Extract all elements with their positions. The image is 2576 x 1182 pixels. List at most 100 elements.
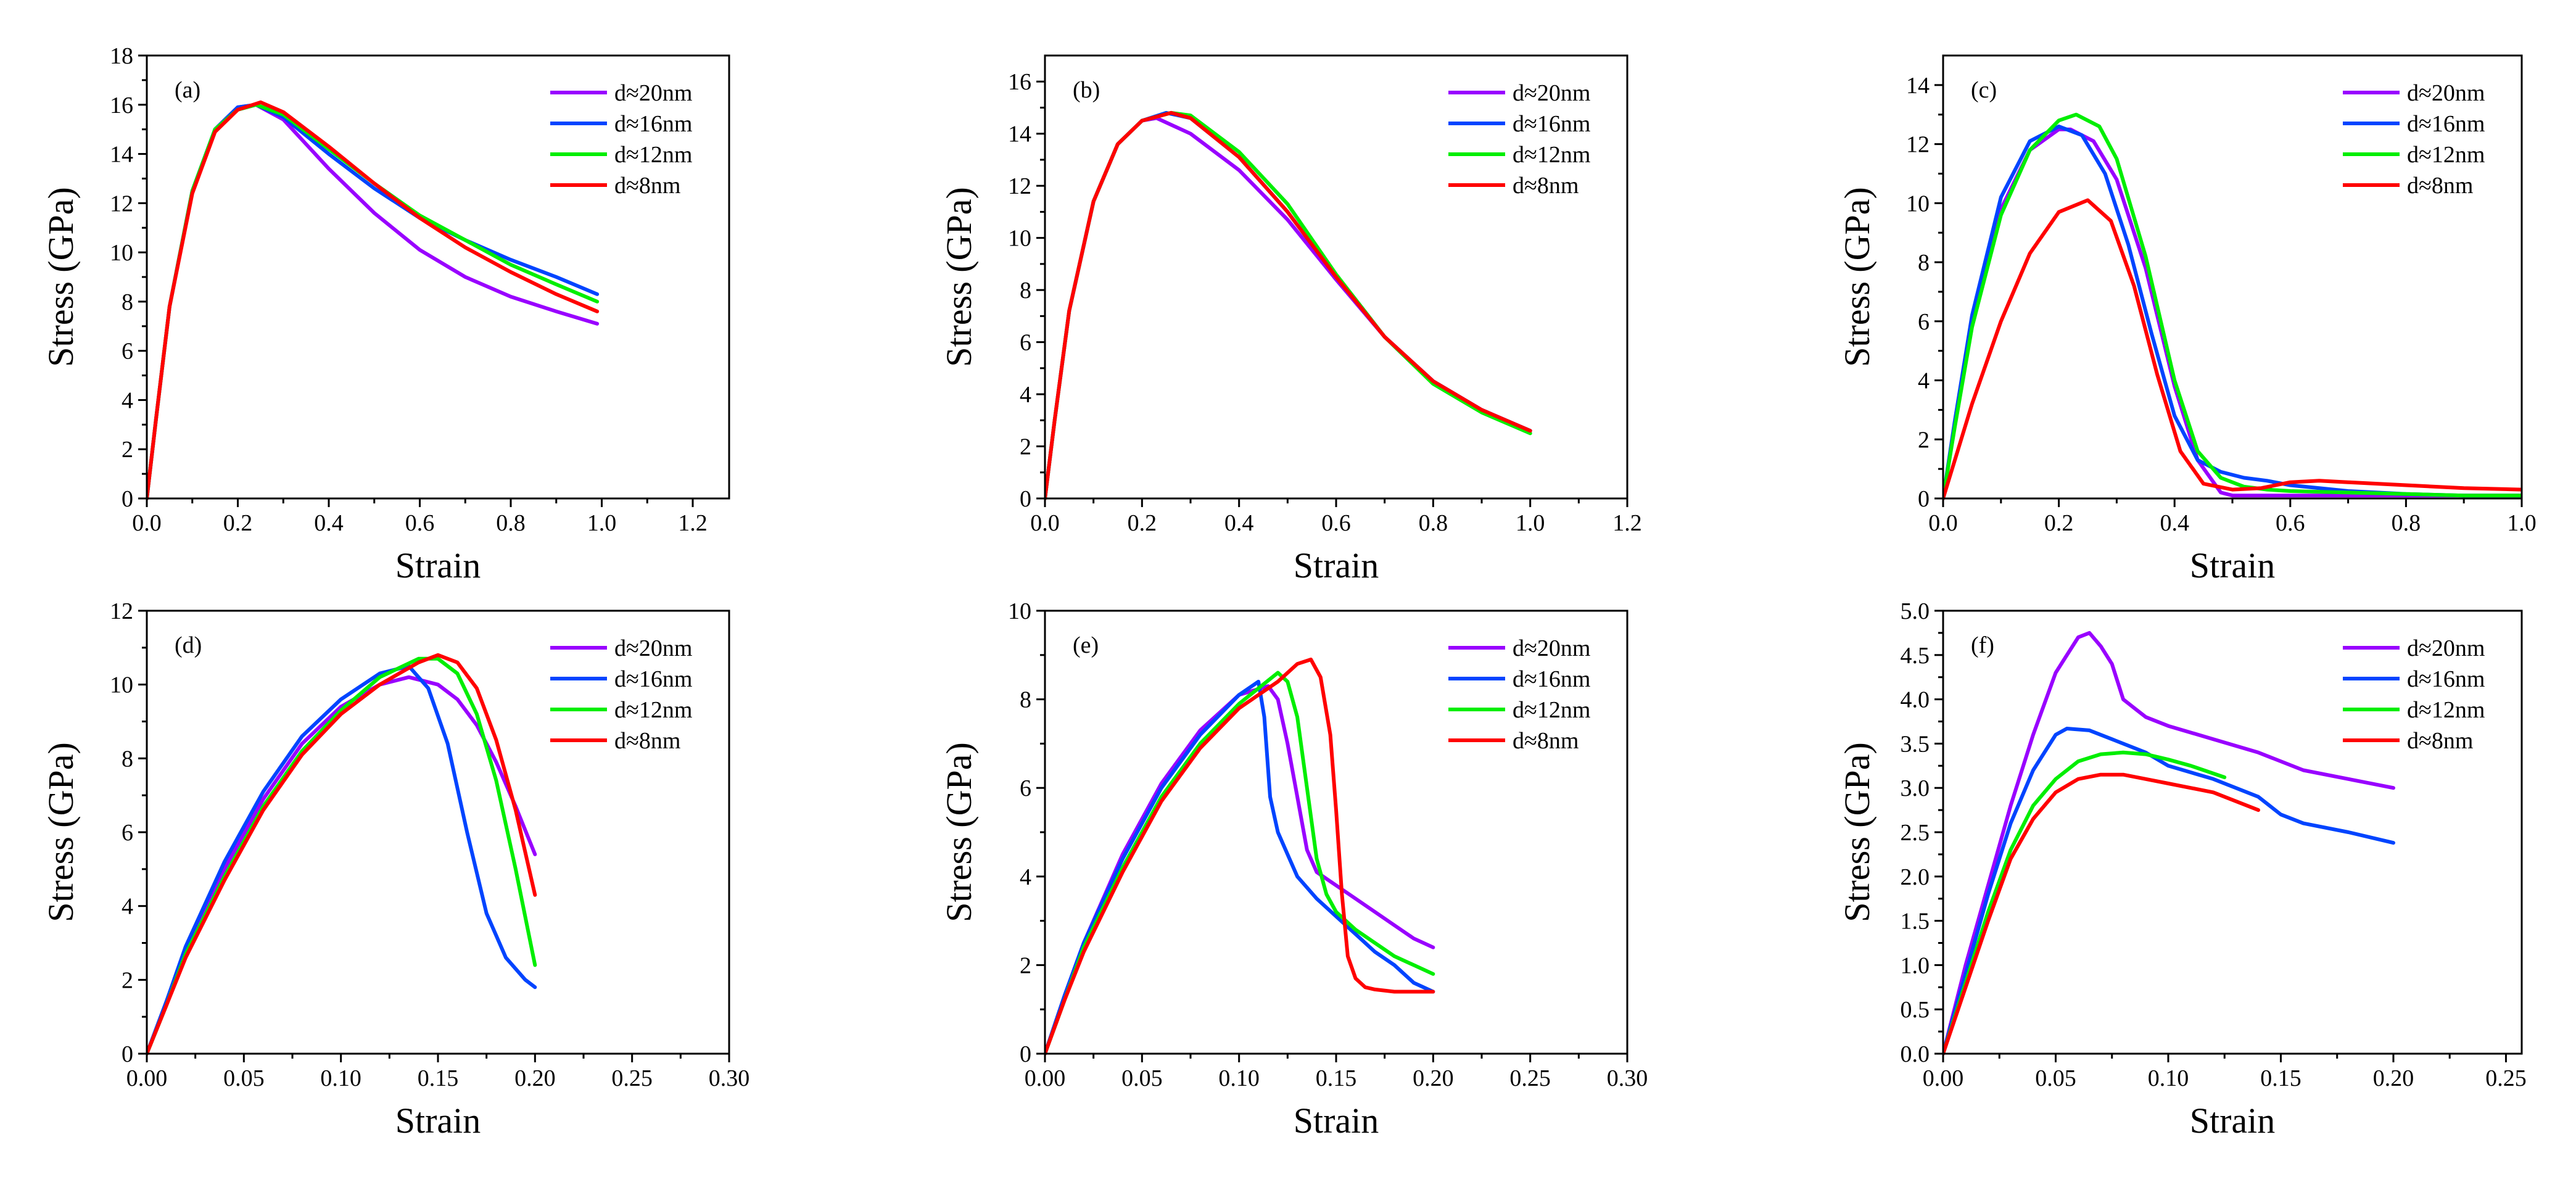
chart-panel-b: 0.0 0.2 0.4 0.6 0.8 1.0 1.2 0 2 4 6 8 10 12 14 16 Strain… (939, 54, 1642, 585)
y-tick-label: 2.0 (1901, 864, 1930, 890)
y-tick-label: 3.5 (1901, 731, 1930, 757)
y-tick-label: 4 (122, 387, 133, 413)
y-tick-label: 0 (1020, 486, 1031, 512)
x-tick-label: 0.20 (1413, 1065, 1454, 1091)
x-tick-label: 0.6 (1321, 510, 1351, 536)
x-tick-label: 0.30 (1607, 1065, 1648, 1091)
series-line-d8nm (1045, 658, 1435, 1056)
y-tick-label: 18 (110, 43, 133, 69)
panel-label: (c) (1971, 77, 1997, 103)
legend-label: d≈20nm (614, 80, 692, 106)
legend-label: d≈12nm (1513, 697, 1590, 723)
x-tick-label: 0.15 (418, 1065, 459, 1091)
y-tick-label: 10 (1008, 598, 1031, 624)
y-tick-label: 1.5 (1901, 909, 1930, 935)
y-axis-title: Stress (GPa) (1837, 187, 1877, 367)
y-tick-label: 6 (1918, 309, 1930, 335)
y-tick-label: 2 (122, 437, 133, 463)
y-tick-label: 2 (1020, 953, 1031, 978)
x-tick-label: 0.05 (223, 1065, 265, 1091)
x-tick-label: 0.00 (1923, 1065, 1964, 1091)
x-tick-label: 1.2 (1612, 510, 1642, 536)
x-tick-label: 0.8 (2392, 510, 2421, 536)
y-tick-label: 0.5 (1901, 997, 1930, 1023)
x-axis-title: Strain (1294, 545, 1379, 585)
x-tick-label: 1.0 (587, 510, 617, 536)
series-line-d12nm (1045, 110, 1532, 500)
legend-label: d≈8nm (614, 173, 680, 199)
series-line-d20nm (147, 102, 600, 500)
legend-label: d≈20nm (1513, 80, 1590, 106)
panel-label: (b) (1073, 77, 1100, 103)
x-axis-title: Strain (395, 545, 481, 585)
series-line-d12nm (147, 656, 537, 1056)
x-tick-label: 0.4 (314, 510, 344, 536)
x-tick-label: 0.2 (1128, 510, 1157, 536)
x-tick-label: 0.25 (611, 1065, 653, 1091)
series-line-d8nm (1943, 772, 2260, 1056)
x-tick-label: 0.15 (1316, 1065, 1357, 1091)
series-line-d8nm (1943, 198, 2522, 500)
series-line-d8nm (147, 100, 600, 500)
y-tick-label: 10 (1008, 226, 1031, 252)
y-tick-label: 8 (1020, 278, 1031, 304)
y-axis-title: Stress (GPa) (939, 742, 979, 922)
y-tick-label: 0.0 (1901, 1041, 1930, 1067)
y-tick-label: 2 (1020, 434, 1031, 460)
x-axis-title: Strain (1294, 1101, 1379, 1141)
x-tick-label: 0.4 (1224, 510, 1254, 536)
x-tick-label: 0.10 (2148, 1065, 2189, 1091)
x-tick-label: 0.00 (126, 1065, 168, 1091)
y-tick-label: 12 (110, 598, 133, 624)
legend-label: d≈12nm (1513, 142, 1590, 168)
chart-panel-a: 0.0 0.2 0.4 0.6 0.8 1.0 1.2 0 2 4 6 8 10 12 14 16 18 Stra… (41, 43, 730, 585)
y-tick-label: 12 (110, 191, 133, 217)
y-tick-label: 6 (122, 339, 133, 365)
y-tick-label: 2 (1918, 427, 1930, 453)
x-tick-label: 0.00 (1025, 1065, 1066, 1091)
y-axis-title: Stress (GPa) (41, 187, 81, 367)
legend-label: d≈12nm (614, 697, 692, 723)
y-axis-title: Stress (GPa) (939, 187, 979, 367)
y-tick-label: 8 (122, 289, 133, 315)
series-line-d20nm (1045, 684, 1435, 1056)
x-tick-label: 0.10 (1218, 1065, 1260, 1091)
chart-panel-e: 0.00 0.05 0.10 0.15 0.20 0.25 0.30 0 2 4 6 8 10 Strai… (939, 598, 1648, 1141)
legend-label: d≈8nm (2407, 728, 2473, 754)
legend-label: d≈16nm (614, 111, 692, 137)
legend-label: d≈12nm (2407, 142, 2485, 168)
x-axis-title: Strain (395, 1101, 481, 1141)
x-tick-label: 0.0 (1030, 510, 1060, 536)
y-tick-label: 8 (1020, 687, 1031, 713)
chart-panel-c: 0.0 0.2 0.4 0.6 0.8 1.0 0 2 4 6 8 10 12 14 Strain Stres… (1837, 54, 2537, 585)
y-tick-label: 14 (1008, 122, 1031, 147)
series-line-d12nm (1045, 671, 1435, 1056)
y-tick-label: 5.0 (1901, 598, 1930, 624)
x-tick-label: 0.05 (1121, 1065, 1163, 1091)
legend: d≈20nm d≈16nm d≈12nm d≈8nm (1448, 635, 1590, 754)
x-tick-label: 0.6 (405, 510, 435, 536)
series-line-d16nm (1943, 124, 2522, 500)
legend-label: d≈16nm (614, 666, 692, 692)
legend-label: d≈20nm (2407, 80, 2485, 106)
series-line-d8nm (1045, 110, 1532, 500)
x-axis-title: Strain (2190, 1101, 2276, 1141)
y-tick-label: 10 (1906, 191, 1930, 217)
series-line-d16nm (1943, 727, 2395, 1056)
y-axis-title: Stress (GPa) (41, 742, 81, 922)
x-tick-label: 0.8 (496, 510, 526, 536)
chart-panel-f: 0.00 0.05 0.10 0.15 0.20 0.25 0.0 0.5 1.0 1.5 2.0 2… (1837, 598, 2527, 1141)
y-tick-label: 6 (122, 820, 133, 846)
x-tick-label: 0.6 (2276, 510, 2305, 536)
legend-label: d≈8nm (614, 728, 680, 754)
x-tick-label: 0.20 (2373, 1065, 2414, 1091)
y-tick-label: 0 (1020, 1041, 1031, 1067)
x-tick-label: 1.2 (678, 510, 708, 536)
legend-label: d≈8nm (1513, 728, 1579, 754)
legend-label: d≈16nm (2407, 666, 2485, 692)
x-tick-label: 0.10 (320, 1065, 361, 1091)
x-tick-label: 0.0 (1928, 510, 1958, 536)
y-tick-label: 8 (122, 746, 133, 772)
y-tick-label: 0 (122, 1041, 133, 1067)
y-tick-label: 6 (1020, 330, 1031, 356)
